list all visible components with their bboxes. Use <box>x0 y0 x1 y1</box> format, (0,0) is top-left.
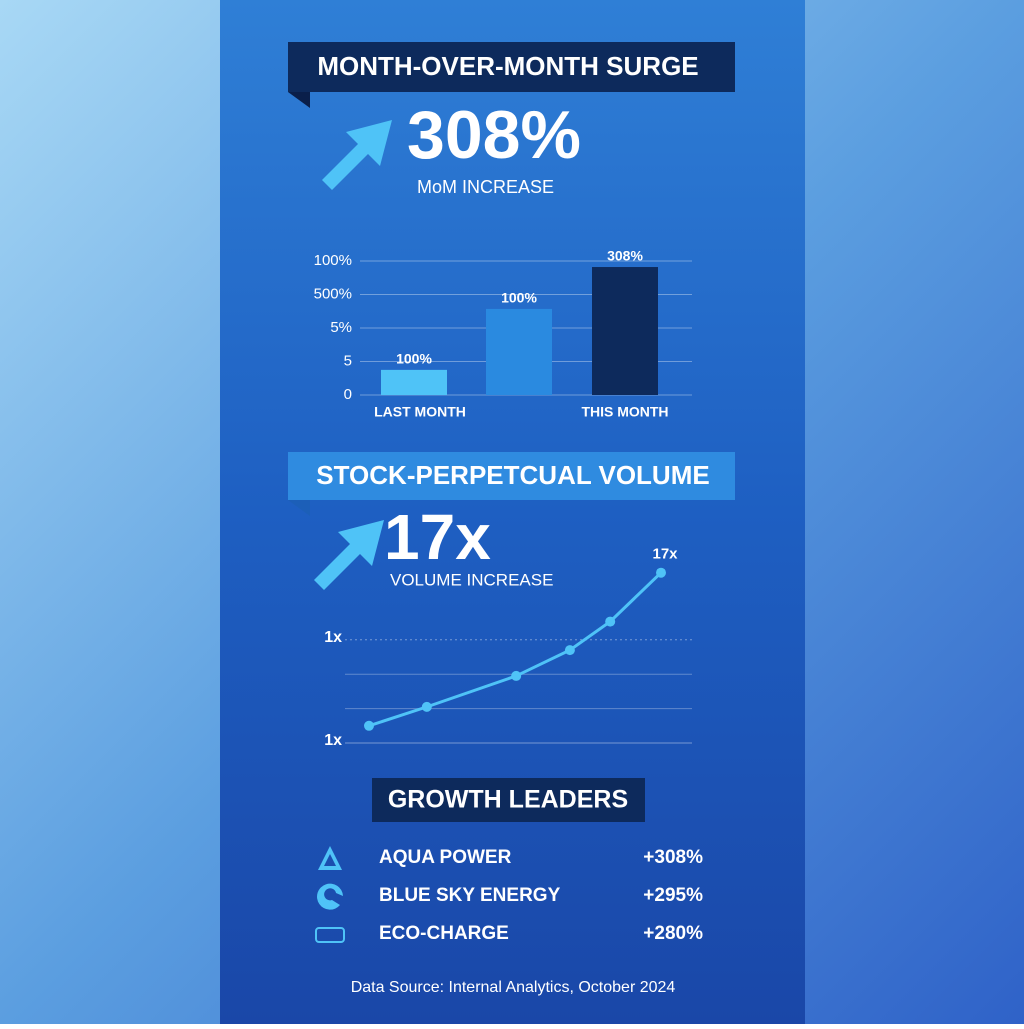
line <box>368 571 663 728</box>
company-icon <box>315 927 345 943</box>
leader-name: BLUE SKY ENERGY <box>379 885 561 906</box>
leader-list: AQUA POWER +308% BLUE SKY ENERGY +295% ECO-C… <box>379 847 703 944</box>
leader-change: +308% <box>643 847 703 868</box>
banner <box>288 42 735 92</box>
banner-fold <box>288 500 310 516</box>
panel <box>220 0 805 1024</box>
company-icon <box>318 846 342 870</box>
stat-label: MoM INCREASE <box>417 177 554 197</box>
point <box>511 670 522 681</box>
bar-annotation: 100% <box>501 290 537 306</box>
bar <box>592 267 658 395</box>
banner <box>372 778 645 822</box>
section-title: MONTH-OVER-MONTH SURGE <box>317 51 698 81</box>
footer: Data Source: Internal Analytics, October… <box>351 979 676 996</box>
y-tick-label: 100% <box>314 252 352 269</box>
section-title: GROWTH LEADERS <box>388 786 628 814</box>
point-annotation: 17x <box>652 546 678 563</box>
x-tick-label: LAST MONTH <box>374 404 466 420</box>
y-tick-label: 0 <box>344 386 352 403</box>
leader-change: +280% <box>643 923 703 944</box>
leader-change: +295% <box>643 885 703 906</box>
y-tick-label: 5% <box>330 319 352 336</box>
leader-name: AQUA POWER <box>379 847 512 868</box>
bar <box>486 308 552 395</box>
point <box>421 701 432 712</box>
y-tick-label: 5 <box>344 352 352 369</box>
bar <box>381 369 447 395</box>
stat: 308% <box>407 97 581 173</box>
point <box>564 645 575 656</box>
point <box>364 720 374 731</box>
arrow-icon <box>314 520 384 590</box>
banner-fold <box>288 92 310 108</box>
point <box>605 616 616 627</box>
leader-name: ECO-CHARGE <box>379 923 509 944</box>
x-tick-label: THIS MONTH <box>581 404 668 420</box>
bar-annotation: 100% <box>396 351 432 367</box>
banner <box>288 452 735 500</box>
bar-annotation: 308% <box>607 248 643 264</box>
point <box>656 567 666 578</box>
stat-label: VOLUME INCREASE <box>390 570 553 589</box>
y-tick-label: 1x <box>324 629 342 646</box>
y-tick-label: 1x <box>324 732 342 749</box>
arrow-icon <box>322 120 392 190</box>
y-tick-label: 500% <box>314 285 352 302</box>
company-icon <box>317 883 343 910</box>
section-title: STOCK-PERPETCUAL VOLUME <box>316 460 709 490</box>
stat: 17x <box>384 501 491 573</box>
